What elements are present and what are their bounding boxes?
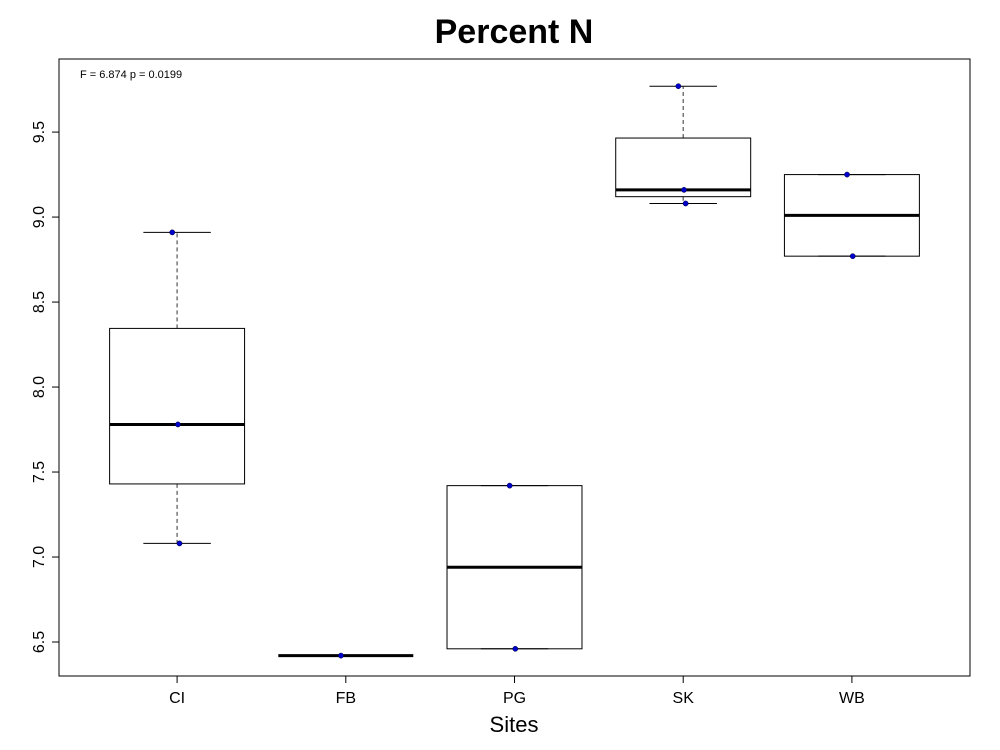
y-tick-label: 7.0 — [31, 546, 48, 568]
box-sk — [615, 137, 752, 198]
chart-title: Percent N — [435, 13, 594, 51]
y-tick-label: 9.0 — [31, 206, 48, 228]
x-tick-label: WB — [839, 690, 865, 707]
y-tick-label: 9.5 — [31, 121, 48, 143]
anova-annotation: F = 6.874 p = 0.0199 — [80, 69, 182, 81]
x-tick-label: FB — [336, 690, 356, 707]
x-axis-label: Sites — [490, 712, 539, 737]
data-point-pg — [506, 482, 513, 489]
x-tick-label: CI — [169, 690, 185, 707]
data-point-pg — [512, 645, 519, 652]
data-point-wb — [849, 253, 856, 260]
data-point-ci — [176, 540, 183, 547]
data-point-wb — [844, 171, 850, 178]
x-tick-label: PG — [503, 690, 526, 707]
x-axis: CI FB PG SK WB — [169, 676, 865, 707]
data-point-ci — [169, 229, 176, 236]
data-point-sk — [682, 200, 689, 207]
data-point-fb — [338, 652, 344, 659]
chart-marks — [109, 83, 920, 659]
plot-frame — [58, 58, 971, 677]
y-tick-label: 8.5 — [31, 291, 48, 313]
y-tick-label: 7.5 — [31, 461, 48, 483]
y-tick-label: 8.0 — [31, 376, 48, 398]
y-axis: 6.5 7.0 7.5 8.0 8.5 9.0 9.5 — [31, 121, 59, 653]
box-ci — [109, 327, 246, 485]
x-tick-label: SK — [673, 690, 695, 707]
data-point-ci — [175, 421, 181, 428]
data-point-sk — [675, 83, 682, 90]
y-tick-label: 6.5 — [31, 631, 48, 653]
data-point-sk — [681, 187, 687, 193]
